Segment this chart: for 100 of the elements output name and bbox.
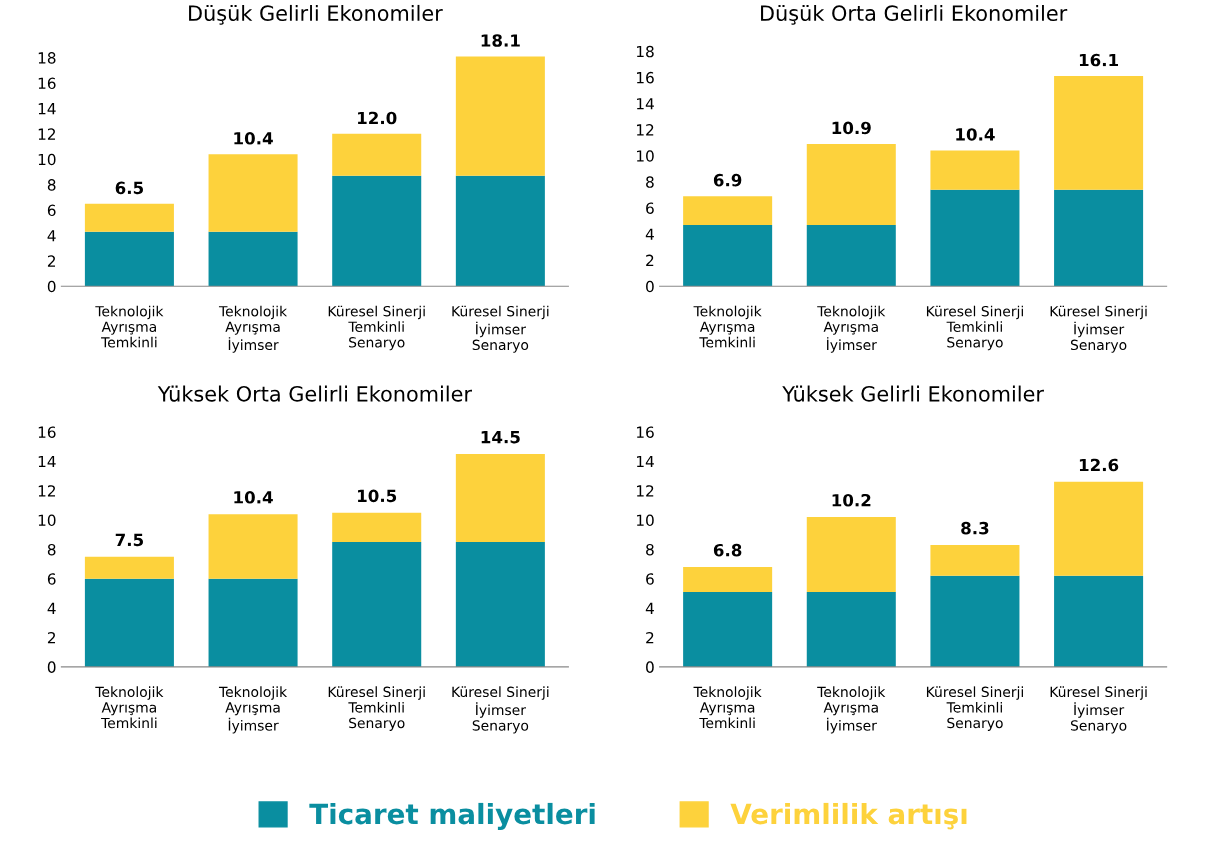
y-tick-label: 2 <box>47 255 56 267</box>
total-label: 12.6 <box>1079 458 1119 472</box>
y-tick-label: 4 <box>47 602 56 614</box>
bar <box>332 512 422 543</box>
y-tick-label: 16 <box>38 77 56 90</box>
total-label: 7.5 <box>115 533 144 547</box>
y-tick-label: 6 <box>47 204 56 217</box>
chart-title: Düşük Gelirli Ekonomiler <box>189 4 443 25</box>
chart-title: Yüksek Gelirli Ekonomiler <box>782 385 1044 402</box>
x-tick-label: Teknolojik Ayrışma İyimser <box>817 686 886 734</box>
bar <box>455 542 545 667</box>
y-tick-label: 12 <box>637 485 654 497</box>
x-tick-label: Teknolojik Ayrışma İyimser <box>218 686 288 734</box>
bar <box>84 231 174 287</box>
bar <box>455 175 545 287</box>
y-tick-label: 6 <box>646 573 654 585</box>
y-tick-label: 8 <box>646 543 654 556</box>
y-tick-label: 10 <box>38 153 56 166</box>
total-label: 8.3 <box>961 521 989 535</box>
chart-title: Yüksek Orta Gelirli Ekonomiler <box>157 385 472 402</box>
bar <box>683 196 773 225</box>
bar <box>683 224 773 287</box>
total-label: 6.5 <box>115 181 144 195</box>
y-tick-label: 18 <box>38 52 56 64</box>
bar <box>930 150 1020 190</box>
y-tick-label: 0 <box>646 661 654 673</box>
x-tick-label: Küresel Sinerji Temkinli Senaryo <box>328 305 425 351</box>
y-tick-label: 10 <box>38 514 56 527</box>
y-tick-label: 0 <box>47 280 56 293</box>
total-label: 10.2 <box>832 493 871 507</box>
bar <box>208 231 298 287</box>
x-tick-label: Teknolojik Ayrışma Temkinli <box>693 305 762 348</box>
y-tick-label: 6 <box>47 573 56 585</box>
legend-label: Ticaret maliyetleri <box>309 802 595 830</box>
bar <box>1054 481 1144 576</box>
y-tick-label: 0 <box>47 661 56 673</box>
bar <box>455 453 545 543</box>
y-tick-label: 18 <box>637 45 654 58</box>
x-tick-label: Küresel Sinerji İyimser Senaryo <box>452 305 549 353</box>
y-tick-label: 4 <box>645 602 654 614</box>
bar <box>455 56 545 176</box>
total-label: 10.4 <box>956 128 995 141</box>
y-tick-label: 12 <box>637 124 654 136</box>
y-tick-label: 2 <box>47 632 56 644</box>
y-tick-label: 8 <box>47 543 56 556</box>
y-tick-label: 4 <box>645 228 654 240</box>
total-label: 12.0 <box>358 111 397 125</box>
y-tick-label: 14 <box>38 103 56 115</box>
bar <box>683 592 773 667</box>
bar <box>806 143 896 225</box>
bar <box>208 514 298 579</box>
total-label: 16.1 <box>1079 53 1119 67</box>
y-tick-label: 16 <box>637 71 654 84</box>
bar <box>332 175 422 287</box>
bar <box>806 592 896 667</box>
total-label: 14.5 <box>481 431 520 444</box>
bar <box>1054 575 1144 667</box>
bar <box>930 189 1020 287</box>
y-tick-label: 14 <box>637 98 654 110</box>
x-tick-label: Küresel Sinerji İyimser Senaryo <box>452 686 549 734</box>
bar <box>930 575 1020 667</box>
chart-title: Düşük Orta Gelirli Ekonomiler <box>761 4 1068 25</box>
x-tick-label: Teknolojik Ayrışma İyimser <box>817 305 886 353</box>
y-tick-label: 2 <box>646 632 654 644</box>
bar <box>806 224 896 287</box>
bar <box>84 556 174 579</box>
y-tick-label: 10 <box>637 514 654 527</box>
y-tick-label: 4 <box>47 230 56 242</box>
x-tick-label: Teknolojik Ayrışma Temkinli <box>95 305 164 348</box>
y-tick-label: 8 <box>646 176 654 188</box>
bar <box>1054 76 1144 190</box>
y-tick-label: 10 <box>637 150 654 162</box>
bar <box>208 154 298 232</box>
bar <box>930 545 1020 576</box>
y-tick-label: 2 <box>646 254 654 266</box>
total-label: 6.9 <box>713 173 742 187</box>
bar <box>1054 189 1144 287</box>
y-tick-label: 8 <box>47 179 56 191</box>
x-tick-label: Küresel Sinerji İyimser Senaryo <box>1050 686 1147 734</box>
total-label: 18.1 <box>481 34 520 47</box>
y-tick-label: 14 <box>38 455 56 468</box>
y-tick-label: 0 <box>646 280 654 293</box>
y-tick-label: 12 <box>38 485 56 497</box>
x-tick-label: Küresel Sinerji Temkinli Senaryo <box>926 686 1023 731</box>
bar <box>332 542 422 667</box>
total-label: 10.4 <box>234 491 273 504</box>
x-tick-label: Teknolojik Ayrışma İyimser <box>218 305 288 353</box>
bar <box>332 133 422 176</box>
total-label: 10.5 <box>358 489 397 503</box>
x-tick-label: Teknolojik Ayrışma Temkinli <box>95 686 164 729</box>
total-label: 10.4 <box>234 131 273 145</box>
y-tick-label: 14 <box>637 455 654 468</box>
x-tick-label: Teknolojik Ayrışma Temkinli <box>693 686 762 729</box>
legend-label: Verimlilik artışı <box>730 802 967 830</box>
total-label: 10.9 <box>832 121 871 135</box>
bar <box>84 203 174 232</box>
y-tick-label: 16 <box>38 426 56 438</box>
bar <box>84 578 174 667</box>
y-tick-label: 12 <box>38 128 56 140</box>
bar <box>208 578 298 667</box>
